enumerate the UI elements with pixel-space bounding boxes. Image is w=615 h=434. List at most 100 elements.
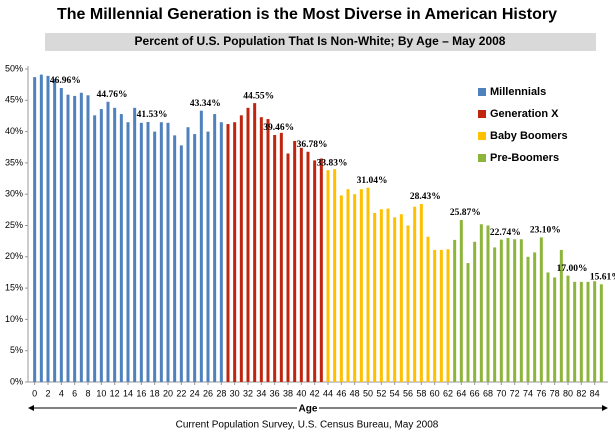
bar [53,79,57,383]
data-label: 33.83% [317,158,348,168]
bar [173,135,177,382]
legend-swatch [478,110,486,118]
bar [426,236,430,382]
bar [146,122,150,382]
bar [226,124,230,382]
bar [479,224,483,382]
legend-label: Generation X [490,108,559,120]
x-tick-label: 76 [536,388,546,398]
bar [486,225,490,382]
bar [299,147,303,382]
chart-subtitle: Percent of U.S. Population That Is Non-W… [135,34,506,48]
source-note: Current Population Survey, U.S. Census B… [176,420,439,431]
bar [253,103,257,382]
bar [586,281,590,382]
x-tick-label: 48 [350,388,360,398]
x-tick-label: 80 [563,388,573,398]
x-tick-label: 26 [203,388,213,398]
x-tick-label: 66 [470,388,480,398]
x-tick-label: 2 [45,388,50,398]
legend-swatch [478,132,486,140]
x-tick-label: 28 [216,388,226,398]
x-tick-label: 42 [310,388,320,398]
y-tick-label: 50% [5,63,23,73]
data-label: 36.78% [297,140,328,150]
bar [199,110,203,383]
data-label: 44.55% [243,91,274,101]
bar [239,115,243,382]
data-label: 41.53% [137,110,168,120]
x-tick-label: 46 [336,388,346,398]
bar [79,92,83,383]
bar [93,115,97,382]
x-tick-label: 6 [72,388,77,398]
legend-label: Pre-Boomers [490,152,559,164]
bar [519,239,523,382]
x-tick-label: 84 [590,388,600,398]
x-tick-label: 34 [256,388,266,398]
x-tick-label: 56 [403,388,413,398]
x-tick-label: 14 [123,388,133,398]
bar [553,277,557,382]
bar [353,194,357,382]
bar [339,195,343,382]
bar [493,247,497,382]
bar [66,94,70,382]
bar [313,160,317,382]
data-label: 22.74% [490,228,521,238]
bar [473,241,477,382]
bar [399,214,403,382]
bar [273,134,277,382]
bar [193,134,197,382]
x-tick-label: 18 [150,388,160,398]
x-label-bg [297,402,319,414]
bar [533,252,537,382]
bar [359,189,363,382]
x-tick-label: 54 [390,388,400,398]
x-tick-label: 4 [59,388,64,398]
bar [159,122,163,383]
x-tick-label: 74 [523,388,533,398]
bar [386,208,390,382]
x-tick-label: 82 [576,388,586,398]
bar [333,169,337,382]
bar [419,204,423,382]
bar [406,225,410,382]
y-tick-label: 30% [5,189,23,199]
bar [113,107,117,382]
bar [179,145,183,382]
bar [259,117,263,383]
x-tick-label: 52 [376,388,386,398]
data-label: 15.61% [590,272,615,282]
bar [206,131,210,382]
bar [33,77,37,382]
bar [126,122,130,383]
x-tick-label: 50 [363,388,373,398]
data-label: 23.10% [530,226,561,236]
data-label: 17.00% [557,264,588,274]
data-label: 25.87% [450,208,481,218]
bar [86,95,90,383]
bar [433,249,437,382]
bar [539,237,543,382]
x-tick-label: 40 [296,388,306,398]
x-tick-label: 58 [416,388,426,398]
data-label: 43.34% [190,99,221,109]
legend-box [474,78,600,172]
data-label: 46.96% [50,76,81,86]
bar [573,281,577,382]
bar [153,131,157,382]
subtitle-box [45,33,596,51]
x-tick-label: 0 [32,388,37,398]
bar [246,107,250,382]
x-tick-label: 60 [430,388,440,398]
bar [326,170,330,382]
y-tick-label: 15% [5,282,23,292]
x-tick-label: 8 [85,388,90,398]
bar [266,119,270,382]
bar [366,187,370,382]
x-tick-label: 12 [110,388,120,398]
bar [439,249,443,382]
bar [46,75,50,383]
bar [546,272,550,382]
